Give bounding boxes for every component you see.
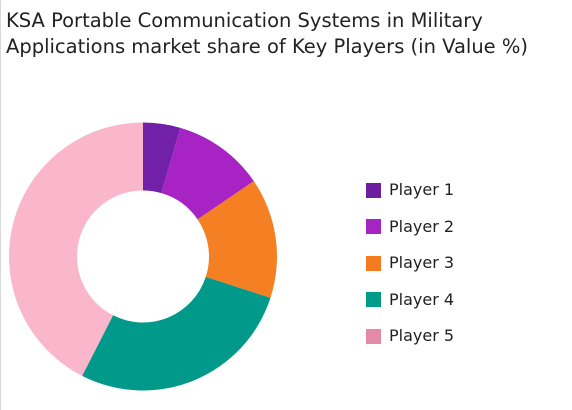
- donut-slice-player-2[interactable]: [161, 127, 254, 220]
- legend-label: Player 1: [389, 180, 455, 200]
- donut-slice-player-1[interactable]: [143, 122, 181, 194]
- donut-slice-player-3[interactable]: [197, 181, 277, 298]
- legend-swatch: [366, 182, 381, 198]
- legend-swatch: [366, 328, 381, 344]
- legend-item-player-5[interactable]: Player 5: [366, 318, 454, 355]
- donut-slices: [8, 122, 277, 391]
- legend-item-player-3[interactable]: Player 3: [366, 245, 454, 282]
- chart-legend: Player 1 Player 2 Player 3 Player 4 Play…: [366, 172, 454, 355]
- legend-swatch: [366, 219, 381, 235]
- legend-label: Player 3: [389, 253, 455, 273]
- chart-title: KSA Portable Communication Systems in Mi…: [6, 9, 529, 58]
- legend-swatch: [366, 292, 381, 308]
- legend-item-player-4[interactable]: Player 4: [366, 282, 454, 319]
- left-border-rule: [0, 0, 1, 410]
- donut-slice-player-5[interactable]: [8, 122, 143, 376]
- legend-item-player-1[interactable]: Player 1: [366, 172, 454, 209]
- legend-label: Player 4: [389, 289, 455, 309]
- legend-item-player-2[interactable]: Player 2: [366, 209, 454, 246]
- legend-swatch: [366, 255, 381, 271]
- legend-label: Player 5: [389, 326, 455, 346]
- legend-label: Player 2: [389, 216, 455, 236]
- donut-slice-player-4[interactable]: [82, 276, 271, 391]
